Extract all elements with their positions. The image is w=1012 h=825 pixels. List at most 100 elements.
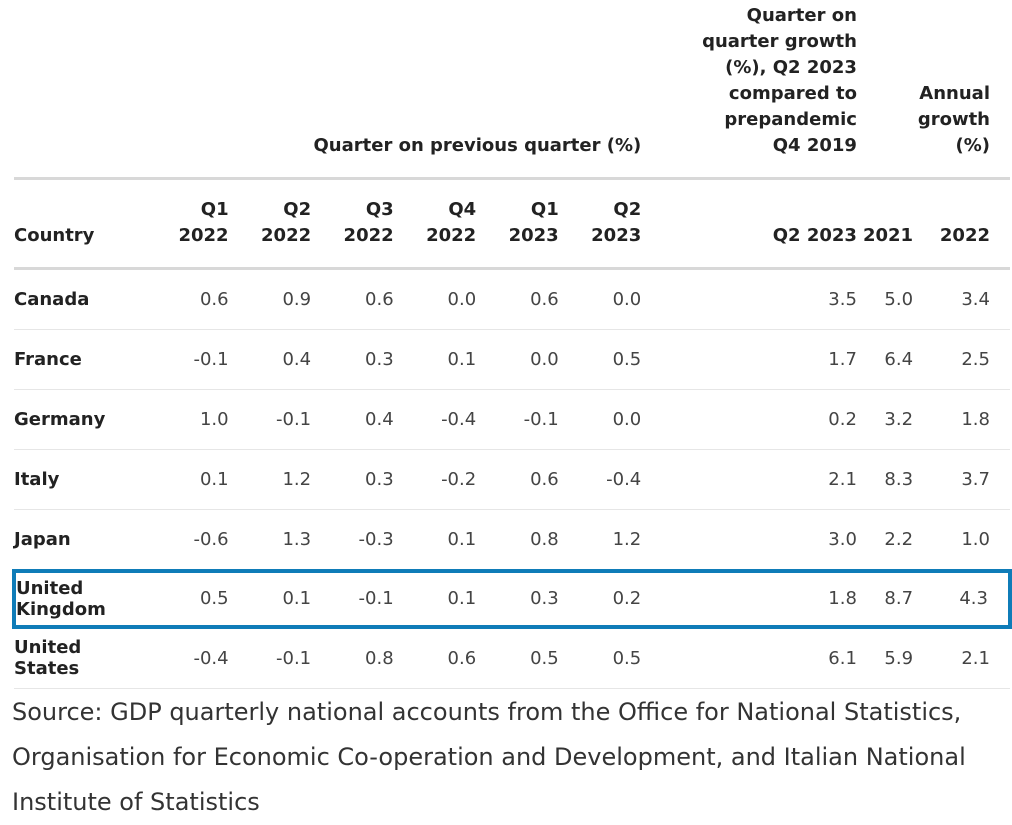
column-header-1: Q1 2022 <box>146 176 229 270</box>
value-cell: 0.6 <box>393 626 477 689</box>
column-header-top: Q4 <box>448 198 477 220</box>
column-header-bottom: Q2 2023 <box>772 224 857 246</box>
column-header-6: Q2 2023 <box>558 176 642 270</box>
value-cell: -0.1 <box>228 389 312 450</box>
value-cell: -0.2 <box>393 449 477 510</box>
value-cell: 0.1 <box>393 329 477 390</box>
country-cell: United Kingdom <box>11 568 147 629</box>
gap-cell <box>641 329 697 390</box>
value-cell: 1.8 <box>913 389 1010 450</box>
value-cell: -0.6 <box>146 509 229 571</box>
value-cell: 0.1 <box>393 509 477 571</box>
value-cell: -0.1 <box>146 329 229 390</box>
column-header-bottom: 2022 <box>261 224 312 246</box>
value-cell: -0.4 <box>558 449 642 510</box>
value-cell: 2.5 <box>913 329 1010 390</box>
gap-cell <box>641 626 697 689</box>
value-cell: 0.0 <box>393 268 477 330</box>
table-row: United States -0.4 -0.1 0.8 0.6 0.5 0.5 6.1 5.9 2… <box>14 626 1010 689</box>
table-body: Canada 0.6 0.9 0.6 0.0 0.6 0.0 3.5 5.0 3.4 France -… <box>11 268 1012 689</box>
value-cell: 0.4 <box>311 389 394 450</box>
column-header-bottom: 2022 <box>178 224 229 246</box>
column-header-top: Q1 <box>200 198 229 220</box>
value-cell: 0.6 <box>476 449 559 510</box>
column-header-bottom: 2023 <box>508 224 559 246</box>
column-header-top: Q3 <box>365 198 394 220</box>
gap-cell <box>641 449 697 510</box>
value-cell: 1.7 <box>696 329 857 390</box>
value-cell: 2.1 <box>696 449 857 510</box>
column-header-bottom: 2022 <box>426 224 477 246</box>
group-header-annual-label: Annual growth (%) <box>917 82 990 156</box>
value-cell: -0.4 <box>146 626 229 689</box>
table-row: Italy 0.1 1.2 0.3 -0.2 0.6 -0.4 2.1 8.3 3.7 <box>14 449 1010 510</box>
value-cell: 0.8 <box>476 509 559 571</box>
column-header-2: Q2 2022 <box>228 176 312 270</box>
country-cell: France <box>14 329 147 390</box>
table-row: Japan -0.6 1.3 -0.3 0.1 0.8 1.2 3.0 2.2 1.0 <box>14 509 1010 571</box>
value-cell: 1.0 <box>913 509 1010 571</box>
gap-cell <box>641 389 697 450</box>
gdp-table-container: Quarter on previous quarter (%) Quarter … <box>11 0 1012 689</box>
value-cell: 0.5 <box>558 329 642 390</box>
column-header-4: Q4 2022 <box>393 176 477 270</box>
source-note: Source: GDP quarterly national accounts … <box>12 698 966 816</box>
country-cell: Italy <box>14 449 147 510</box>
value-cell: 0.6 <box>476 268 559 330</box>
value-cell: 0.9 <box>228 268 312 330</box>
value-cell: -0.3 <box>311 509 394 571</box>
value-cell: 0.6 <box>311 268 394 330</box>
value-cell: 3.5 <box>696 268 857 330</box>
value-cell: 1.2 <box>558 509 642 571</box>
column-header-9: 2022 <box>913 176 1010 270</box>
value-cell: 0.1 <box>393 568 477 629</box>
gap-cell <box>641 509 697 571</box>
column-header-bottom: 2022 <box>343 224 394 246</box>
value-cell: 0.4 <box>228 329 312 390</box>
value-cell: 0.6 <box>146 268 229 330</box>
value-cell: -0.4 <box>393 389 477 450</box>
column-header-bottom: 2022 <box>939 224 990 246</box>
value-cell: 6.4 <box>856 329 914 390</box>
column-header-gap <box>641 176 697 270</box>
column-header-bottom: 2021 <box>862 224 914 246</box>
table-row: United Kingdom 0.5 0.1 -0.1 0.1 0.3 0.2 1.8 8.7 4… <box>11 568 1012 629</box>
value-cell: 0.0 <box>476 329 559 390</box>
value-cell: 5.9 <box>856 626 914 689</box>
country-cell: Japan <box>14 509 147 571</box>
table-row: Germany 1.0 -0.1 0.4 -0.4 -0.1 0.0 0.2 3.2 1.8 <box>14 389 1010 450</box>
value-cell: 1.8 <box>696 568 857 629</box>
column-header-bottom: 2023 <box>591 224 642 246</box>
table-row: France -0.1 0.4 0.3 0.1 0.0 0.5 1.7 6.4 2.5 <box>14 329 1010 390</box>
gap-cell <box>641 268 697 330</box>
value-cell: -0.1 <box>311 568 394 629</box>
value-cell: 0.0 <box>558 389 642 450</box>
value-cell: 4.3 <box>913 568 1012 629</box>
value-cell: 0.8 <box>311 626 394 689</box>
column-header-country: Country <box>14 176 147 270</box>
value-cell: 1.2 <box>228 449 312 510</box>
gap-cell <box>641 568 697 629</box>
value-cell: 0.0 <box>558 268 642 330</box>
value-cell: -0.1 <box>228 626 312 689</box>
value-cell: 3.2 <box>856 389 914 450</box>
group-header-spacer <box>14 0 146 178</box>
group-header-row: Quarter on previous quarter (%) Quarter … <box>14 0 1010 178</box>
column-header-5: Q1 2023 <box>476 176 559 270</box>
column-header-row: Country Q1 2022 Q2 2022 Q3 2022 Q4 2022 Q1 2023 Q2 2… <box>14 176 1010 270</box>
value-cell: 8.7 <box>856 568 914 629</box>
group-header-prepandemic: Quarter on quarter growth (%), Q2 2023 c… <box>702 4 857 156</box>
value-cell: 0.5 <box>476 626 559 689</box>
value-cell: 0.2 <box>696 389 857 450</box>
value-cell: 0.3 <box>311 449 394 510</box>
value-cell: 6.1 <box>696 626 857 689</box>
value-cell: 5.0 <box>856 268 914 330</box>
value-cell: 0.1 <box>146 449 229 510</box>
column-header-top: Q1 <box>530 198 559 220</box>
value-cell: 8.3 <box>856 449 914 510</box>
value-cell: 3.0 <box>696 509 857 571</box>
value-cell: 1.3 <box>228 509 312 571</box>
value-cell: 0.2 <box>558 568 642 629</box>
column-header-top: Q2 <box>283 198 312 220</box>
value-cell: 0.3 <box>476 568 559 629</box>
